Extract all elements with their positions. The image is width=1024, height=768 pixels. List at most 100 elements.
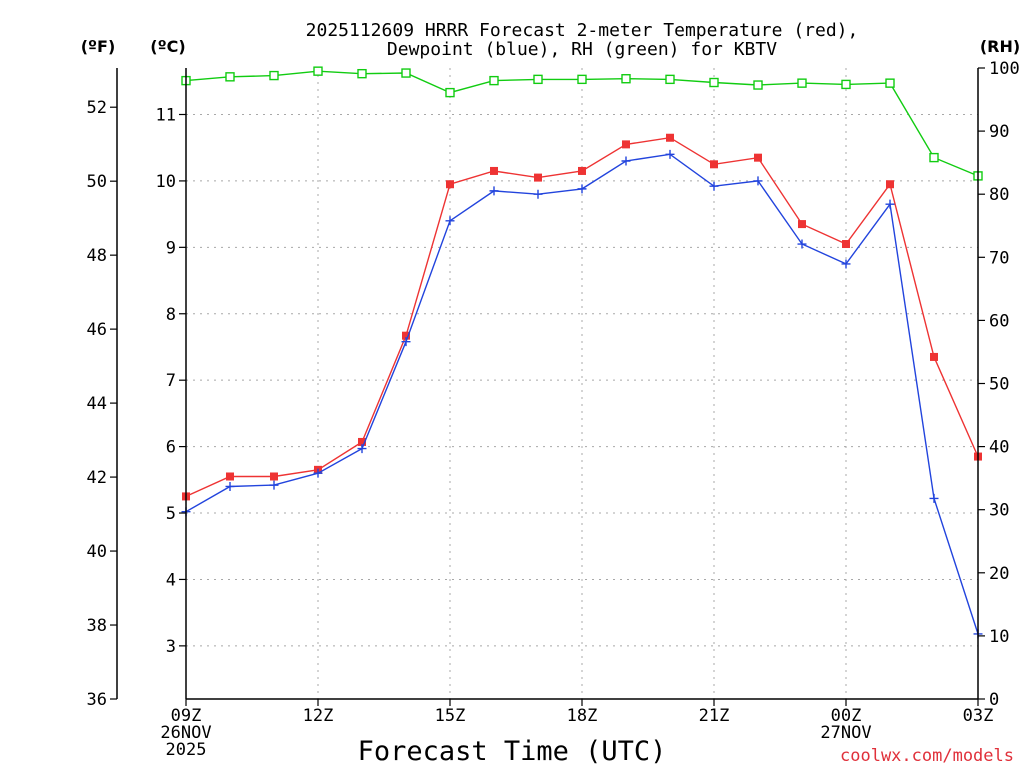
dewpoint-point	[401, 337, 411, 347]
temperature-point	[798, 220, 806, 229]
celsius-tick-label: 6	[166, 438, 176, 458]
rh-point	[621, 74, 631, 84]
temperature-point	[358, 437, 366, 446]
labels: 2025112609 HRRR Forecast 2-meter Tempera…	[81, 20, 1020, 767]
temperature-point	[402, 331, 410, 340]
dewpoint-point	[797, 239, 807, 249]
fahrenheit-tick-label: 36	[87, 690, 107, 710]
fahrenheit-tick-label: 38	[87, 616, 107, 636]
rh-point	[313, 66, 323, 76]
temperature-point	[842, 240, 850, 249]
dewpoint-point	[577, 184, 587, 194]
celsius-tick-label: 4	[166, 570, 176, 590]
rh-tick-label: 50	[989, 375, 1009, 395]
rh-point	[841, 79, 851, 90]
x-tick-label: 00Z	[831, 706, 862, 726]
temperature-point	[490, 166, 498, 175]
temperature-point	[666, 133, 674, 142]
rh-point	[885, 78, 895, 88]
fahrenheit-tick-label: 42	[87, 468, 107, 488]
celsius-tick-label: 9	[166, 238, 176, 258]
celsius-tick-label: 3	[166, 637, 176, 657]
rh-point	[665, 74, 675, 85]
x-tick-label: 26NOV	[160, 723, 211, 743]
temperature-point	[578, 166, 586, 175]
fahrenheit-tick-label: 48	[87, 246, 107, 266]
dewpoint-point	[621, 156, 631, 166]
chart-title-line2: Dewpoint (blue), RH (green) for KBTV	[387, 39, 777, 60]
dewpoint-point	[665, 149, 675, 159]
rh-tick-label: 80	[989, 185, 1009, 205]
dewpoint-point	[357, 444, 367, 454]
x-tick-label: 12Z	[303, 706, 334, 726]
axes: 3 4 5 6 7 8 9 10 11 36 38 40 42 44 46 48 50 52 0 10 20 30 40 50…	[87, 59, 1020, 760]
temperature-point	[534, 173, 542, 182]
x-tick-label: 09Z	[171, 706, 202, 726]
dewpoint-point	[225, 481, 235, 491]
rh-tick-label: 30	[989, 501, 1009, 521]
dewpoint-point	[313, 468, 323, 478]
credit-text: coolwx.com/models	[840, 746, 1014, 766]
x-axis-title: Forecast Time (UTC)	[358, 736, 667, 767]
dewpoint-point	[885, 199, 895, 209]
grid	[186, 68, 978, 699]
dewpoint-point	[533, 189, 543, 199]
rh-point	[357, 68, 367, 79]
x-tick-label: 15Z	[435, 706, 466, 726]
x-tick-label: 03Z	[963, 706, 994, 726]
rh-tick-label: 70	[989, 248, 1009, 268]
temperature-point	[710, 160, 718, 169]
temperature-point	[886, 180, 894, 189]
chart-title-line1: 2025112609 HRRR Forecast 2-meter Tempera…	[306, 20, 859, 41]
rh-tick-label: 40	[989, 438, 1009, 458]
celsius-axis-label: (ºC)	[150, 37, 185, 56]
rh-axis-label: (RH)	[980, 37, 1020, 56]
rh-tick-label: 20	[989, 564, 1009, 584]
celsius-tick-label: 11	[156, 105, 176, 125]
rh-point	[709, 77, 719, 88]
rh-point	[577, 74, 587, 85]
rh-point	[533, 74, 543, 85]
x-tick-label: 27NOV	[820, 723, 871, 743]
x-tick-label: 21Z	[699, 706, 730, 726]
rh-point	[225, 72, 235, 82]
dewpoint-point	[709, 181, 719, 191]
x-tick-label: 2025	[166, 740, 207, 760]
fahrenheit-tick-label: 40	[87, 542, 107, 562]
rh-tick-label: 10	[989, 627, 1009, 647]
x-tick-label: 18Z	[567, 706, 598, 726]
dewpoint-point	[489, 186, 499, 196]
rh-tick-label: 60	[989, 311, 1009, 331]
fahrenheit-tick-label: 46	[87, 320, 107, 340]
dewpoint-point	[753, 176, 763, 186]
rh-tick-label: 90	[989, 122, 1009, 142]
celsius-tick-label: 5	[166, 504, 176, 524]
temperature-point	[754, 153, 762, 162]
temperature-point	[226, 472, 234, 481]
fahrenheit-tick-label: 52	[87, 98, 107, 118]
rh-point	[401, 68, 411, 78]
temperature-point	[622, 140, 630, 149]
rh-point	[269, 70, 279, 81]
celsius-tick-label: 10	[156, 172, 176, 192]
fahrenheit-axis-label: (ºF)	[81, 37, 116, 56]
rh-point	[929, 152, 939, 163]
fahrenheit-tick-label: 50	[87, 172, 107, 192]
rh-tick-label: 100	[989, 59, 1020, 79]
dewpoint-point	[929, 493, 939, 503]
rh-point	[797, 78, 807, 88]
dewpoint-point	[269, 480, 279, 490]
fahrenheit-tick-label: 44	[87, 394, 107, 414]
dewpoint-point	[841, 259, 851, 269]
celsius-tick-label: 8	[166, 305, 176, 325]
temperature-point	[446, 180, 454, 189]
rh-point	[489, 75, 499, 86]
temperature-point	[270, 472, 278, 481]
temperature-point	[930, 352, 938, 361]
dewpoint-point	[445, 216, 455, 226]
rh-point	[753, 80, 763, 90]
celsius-tick-label: 7	[166, 371, 176, 391]
rh-point	[445, 87, 455, 98]
rh-tick-label: 0	[989, 690, 999, 710]
